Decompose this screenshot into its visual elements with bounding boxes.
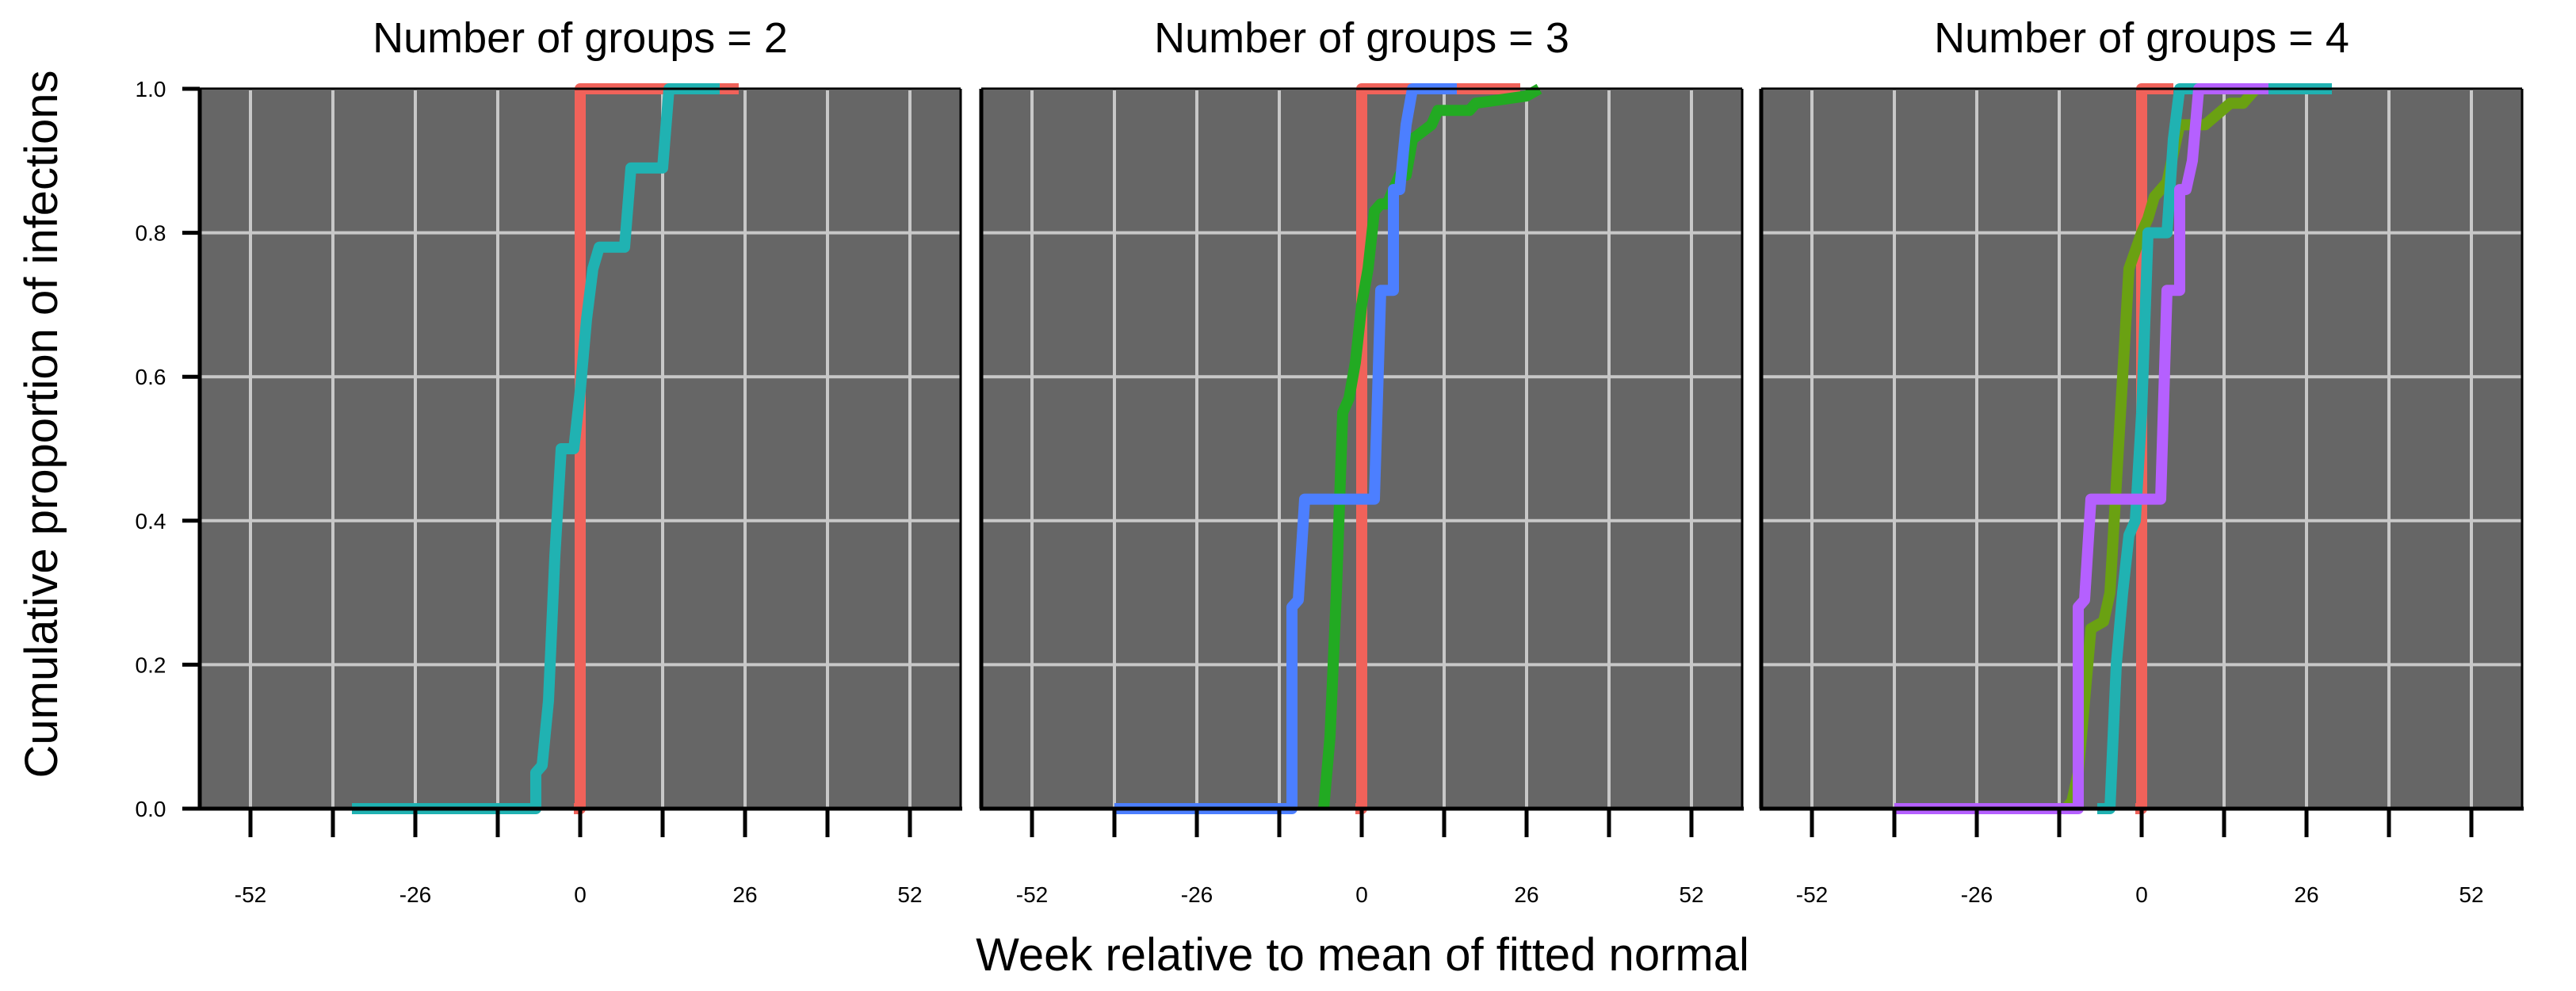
x-tick-label: 0 xyxy=(1355,882,1368,907)
series-line-3 xyxy=(2097,83,2332,814)
panel-title: Number of groups = 2 xyxy=(373,14,788,62)
y-tick-label: 1.0 xyxy=(136,77,166,101)
y-tick-label: 0.0 xyxy=(136,797,166,821)
y-axis-title: Cumulative proportion of infections xyxy=(16,70,67,778)
x-tick-label: -52 xyxy=(235,882,266,907)
series-line-2 xyxy=(2061,83,2281,813)
y-tick-label: 0.4 xyxy=(136,509,166,534)
x-tick-label: -26 xyxy=(1181,882,1213,907)
x-tick-label: -26 xyxy=(399,882,431,907)
x-tick-label: 0 xyxy=(2135,882,2148,907)
panel-title: Number of groups = 3 xyxy=(1154,14,1569,62)
panel-2: -52 -26 0 26 52 Number of groups = 3 xyxy=(979,14,1744,907)
x-tick-label: 52 xyxy=(897,882,922,907)
x-tick-label: 52 xyxy=(2459,882,2483,907)
x-tick-label: -26 xyxy=(1961,882,1993,907)
y-tick-label: 0.2 xyxy=(136,652,166,677)
panel-title: Number of groups = 4 xyxy=(1934,14,2349,62)
series-line-2 xyxy=(352,83,720,814)
panel-3: -52 -26 0 26 52 Number of groups = 4 xyxy=(1759,14,2524,907)
panel-1: -52 -26 0 26 52 0.0 0.2 0.4 0.6 0.8 1.0 Number of g… xyxy=(136,14,962,907)
x-tick-label: 26 xyxy=(2294,882,2318,907)
x-axis-title: Week relative to mean of fitted normal xyxy=(976,929,1749,981)
series-line-4 xyxy=(1894,83,2268,814)
x-tick-label: 0 xyxy=(574,882,587,907)
x-tick-label: -52 xyxy=(1016,882,1048,907)
y-tick-label: 0.8 xyxy=(136,221,166,246)
series-line-3 xyxy=(1114,83,1457,814)
x-tick-label: 52 xyxy=(1679,882,1703,907)
y-tick-label: 0.6 xyxy=(136,365,166,389)
x-tick-label: 26 xyxy=(732,882,757,907)
x-tick-label: 26 xyxy=(1514,882,1538,907)
series-line-2 xyxy=(1318,83,1542,809)
x-tick-label: -52 xyxy=(1796,882,1828,907)
